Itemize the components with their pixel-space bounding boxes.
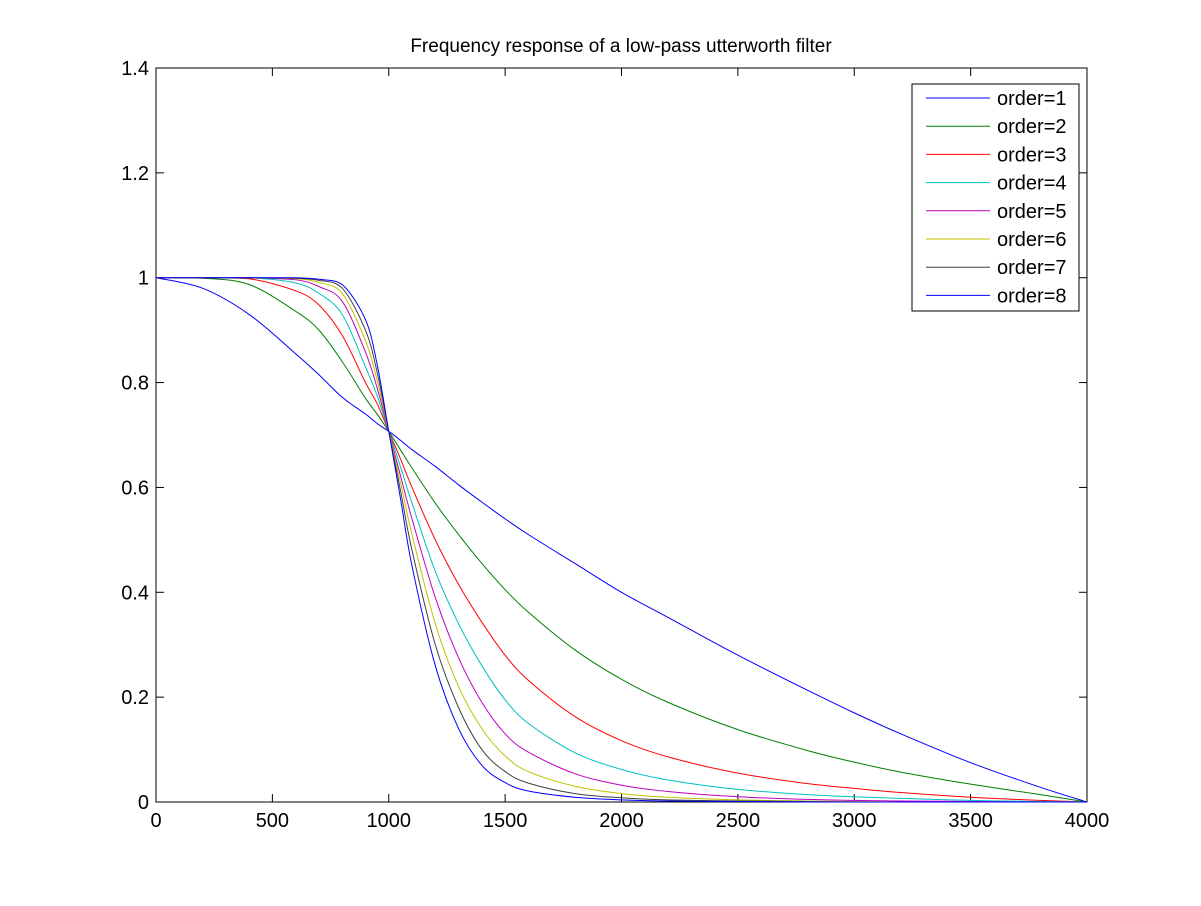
x-tick-label: 0 [150, 810, 161, 832]
series-line-order-6 [156, 277, 1087, 803]
x-tick-label: 1500 [483, 810, 528, 832]
series-line-order-4 [156, 277, 1088, 803]
y-tick-label: 0 [138, 792, 149, 814]
y-tick-label: 0.4 [121, 582, 149, 604]
legend-label: order=7 [997, 257, 1067, 279]
series-line-order-5 [156, 277, 1087, 803]
legend-label: order=1 [997, 88, 1067, 110]
legend-label: order=3 [997, 144, 1067, 166]
y-tick-label: 0.2 [121, 687, 149, 709]
x-tick-label: 2500 [716, 810, 761, 832]
y-tick-label: 1.4 [121, 58, 149, 80]
y-tick-label: 1 [138, 268, 149, 290]
legend-label: order=6 [997, 229, 1067, 251]
axis-ticks: 0 500 1000 1500 2000 2500 3000 3500 4000 0 0.2 0.4 0… [121, 58, 1109, 832]
y-tick-label: 0.6 [121, 477, 149, 499]
y-tick-label: 0.8 [121, 373, 149, 395]
chart-title: Frequency response of a low-pass utterwo… [410, 36, 832, 57]
x-tick-label: 3000 [832, 810, 877, 832]
x-tick-label: 1000 [367, 810, 412, 832]
legend-label: order=8 [997, 285, 1067, 307]
legend-box [911, 83, 1080, 312]
x-tick-label: 4000 [1065, 810, 1110, 832]
legend: order=1 order=2 order=3 order=4 order=5 order… [911, 83, 1080, 312]
series-lines [155, 277, 1088, 803]
x-tick-label: 500 [256, 810, 289, 832]
legend-label: order=5 [997, 201, 1067, 223]
x-tick-label: 3500 [948, 810, 993, 832]
legend-label: order=4 [997, 173, 1067, 195]
y-tick-label: 1.2 [121, 163, 149, 185]
series-line-order-3 [156, 277, 1088, 803]
legend-label: order=2 [997, 116, 1067, 138]
series-line-order-1 [155, 277, 1088, 803]
series-line-order-2 [155, 277, 1088, 803]
x-tick-label: 2000 [599, 810, 644, 832]
series-line-order-8 [156, 277, 1087, 803]
